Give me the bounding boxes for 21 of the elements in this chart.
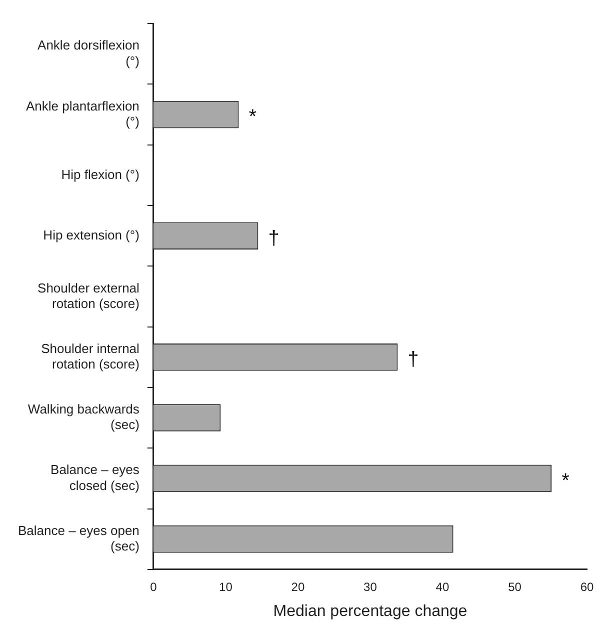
- annotation: *: [562, 470, 570, 492]
- y-tick-label: Balance – eyes closed (sec): [50, 462, 140, 493]
- annotation: †: [408, 348, 419, 371]
- y-tick-label: Balance – eyes open (sec): [18, 522, 140, 554]
- x-tick-label: 40: [436, 580, 450, 594]
- y-tick-label: Shoulder internal rotation (score): [41, 340, 140, 372]
- x-tick-label: 10: [219, 580, 233, 594]
- x-tick-label: 60: [580, 580, 594, 594]
- y-tick-label: Shoulder external rotation (score): [38, 280, 140, 311]
- y-tick-label: Hip extension (°): [43, 227, 140, 242]
- x-tick-label: 0: [150, 580, 158, 594]
- y-tick-label: Walking backwards (sec): [28, 402, 140, 432]
- x-axis-title: Median percentage change: [273, 602, 468, 620]
- annotation: *: [248, 106, 257, 128]
- annotation: †: [268, 227, 280, 250]
- y-tick-label: Ankle plantarflexion (°): [26, 98, 140, 129]
- y-tick-label: Ankle dorsiflexion (°): [38, 38, 140, 68]
- y-tick-label: Hip flexion (°): [61, 166, 140, 182]
- x-tick-label: 30: [364, 580, 378, 594]
- x-tick-label: 50: [508, 580, 522, 594]
- x-tick-label: 20: [291, 580, 305, 594]
